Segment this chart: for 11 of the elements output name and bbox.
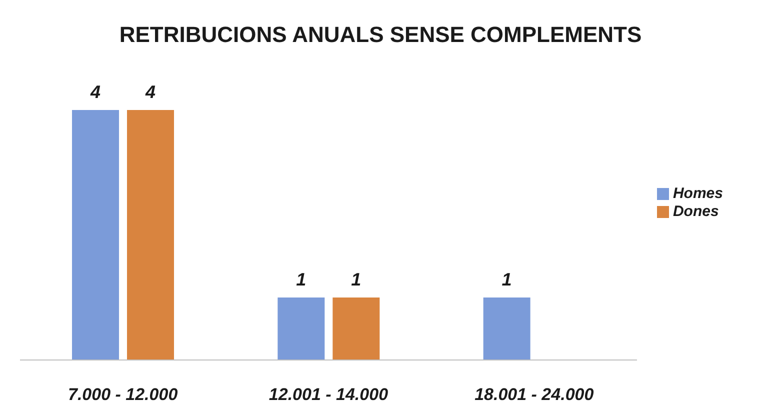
x-tick-label: 18.001 - 24.000 <box>474 385 594 404</box>
legend-label: Homes <box>672 185 723 202</box>
x-tick-label: 12.001 - 14.000 <box>268 385 389 404</box>
data-label: 1 <box>351 270 362 290</box>
data-label: 1 <box>296 270 306 290</box>
legend-label: Dones <box>672 203 719 220</box>
x-tick-label: 7.000 - 12.000 <box>68 385 178 404</box>
data-label: 4 <box>144 82 156 102</box>
data-label: 1 <box>502 270 512 290</box>
chart-title: RETRIBUCIONS ANUALS SENSE COMPLEMENTS <box>118 22 643 48</box>
data-label: 4 <box>89 82 101 102</box>
